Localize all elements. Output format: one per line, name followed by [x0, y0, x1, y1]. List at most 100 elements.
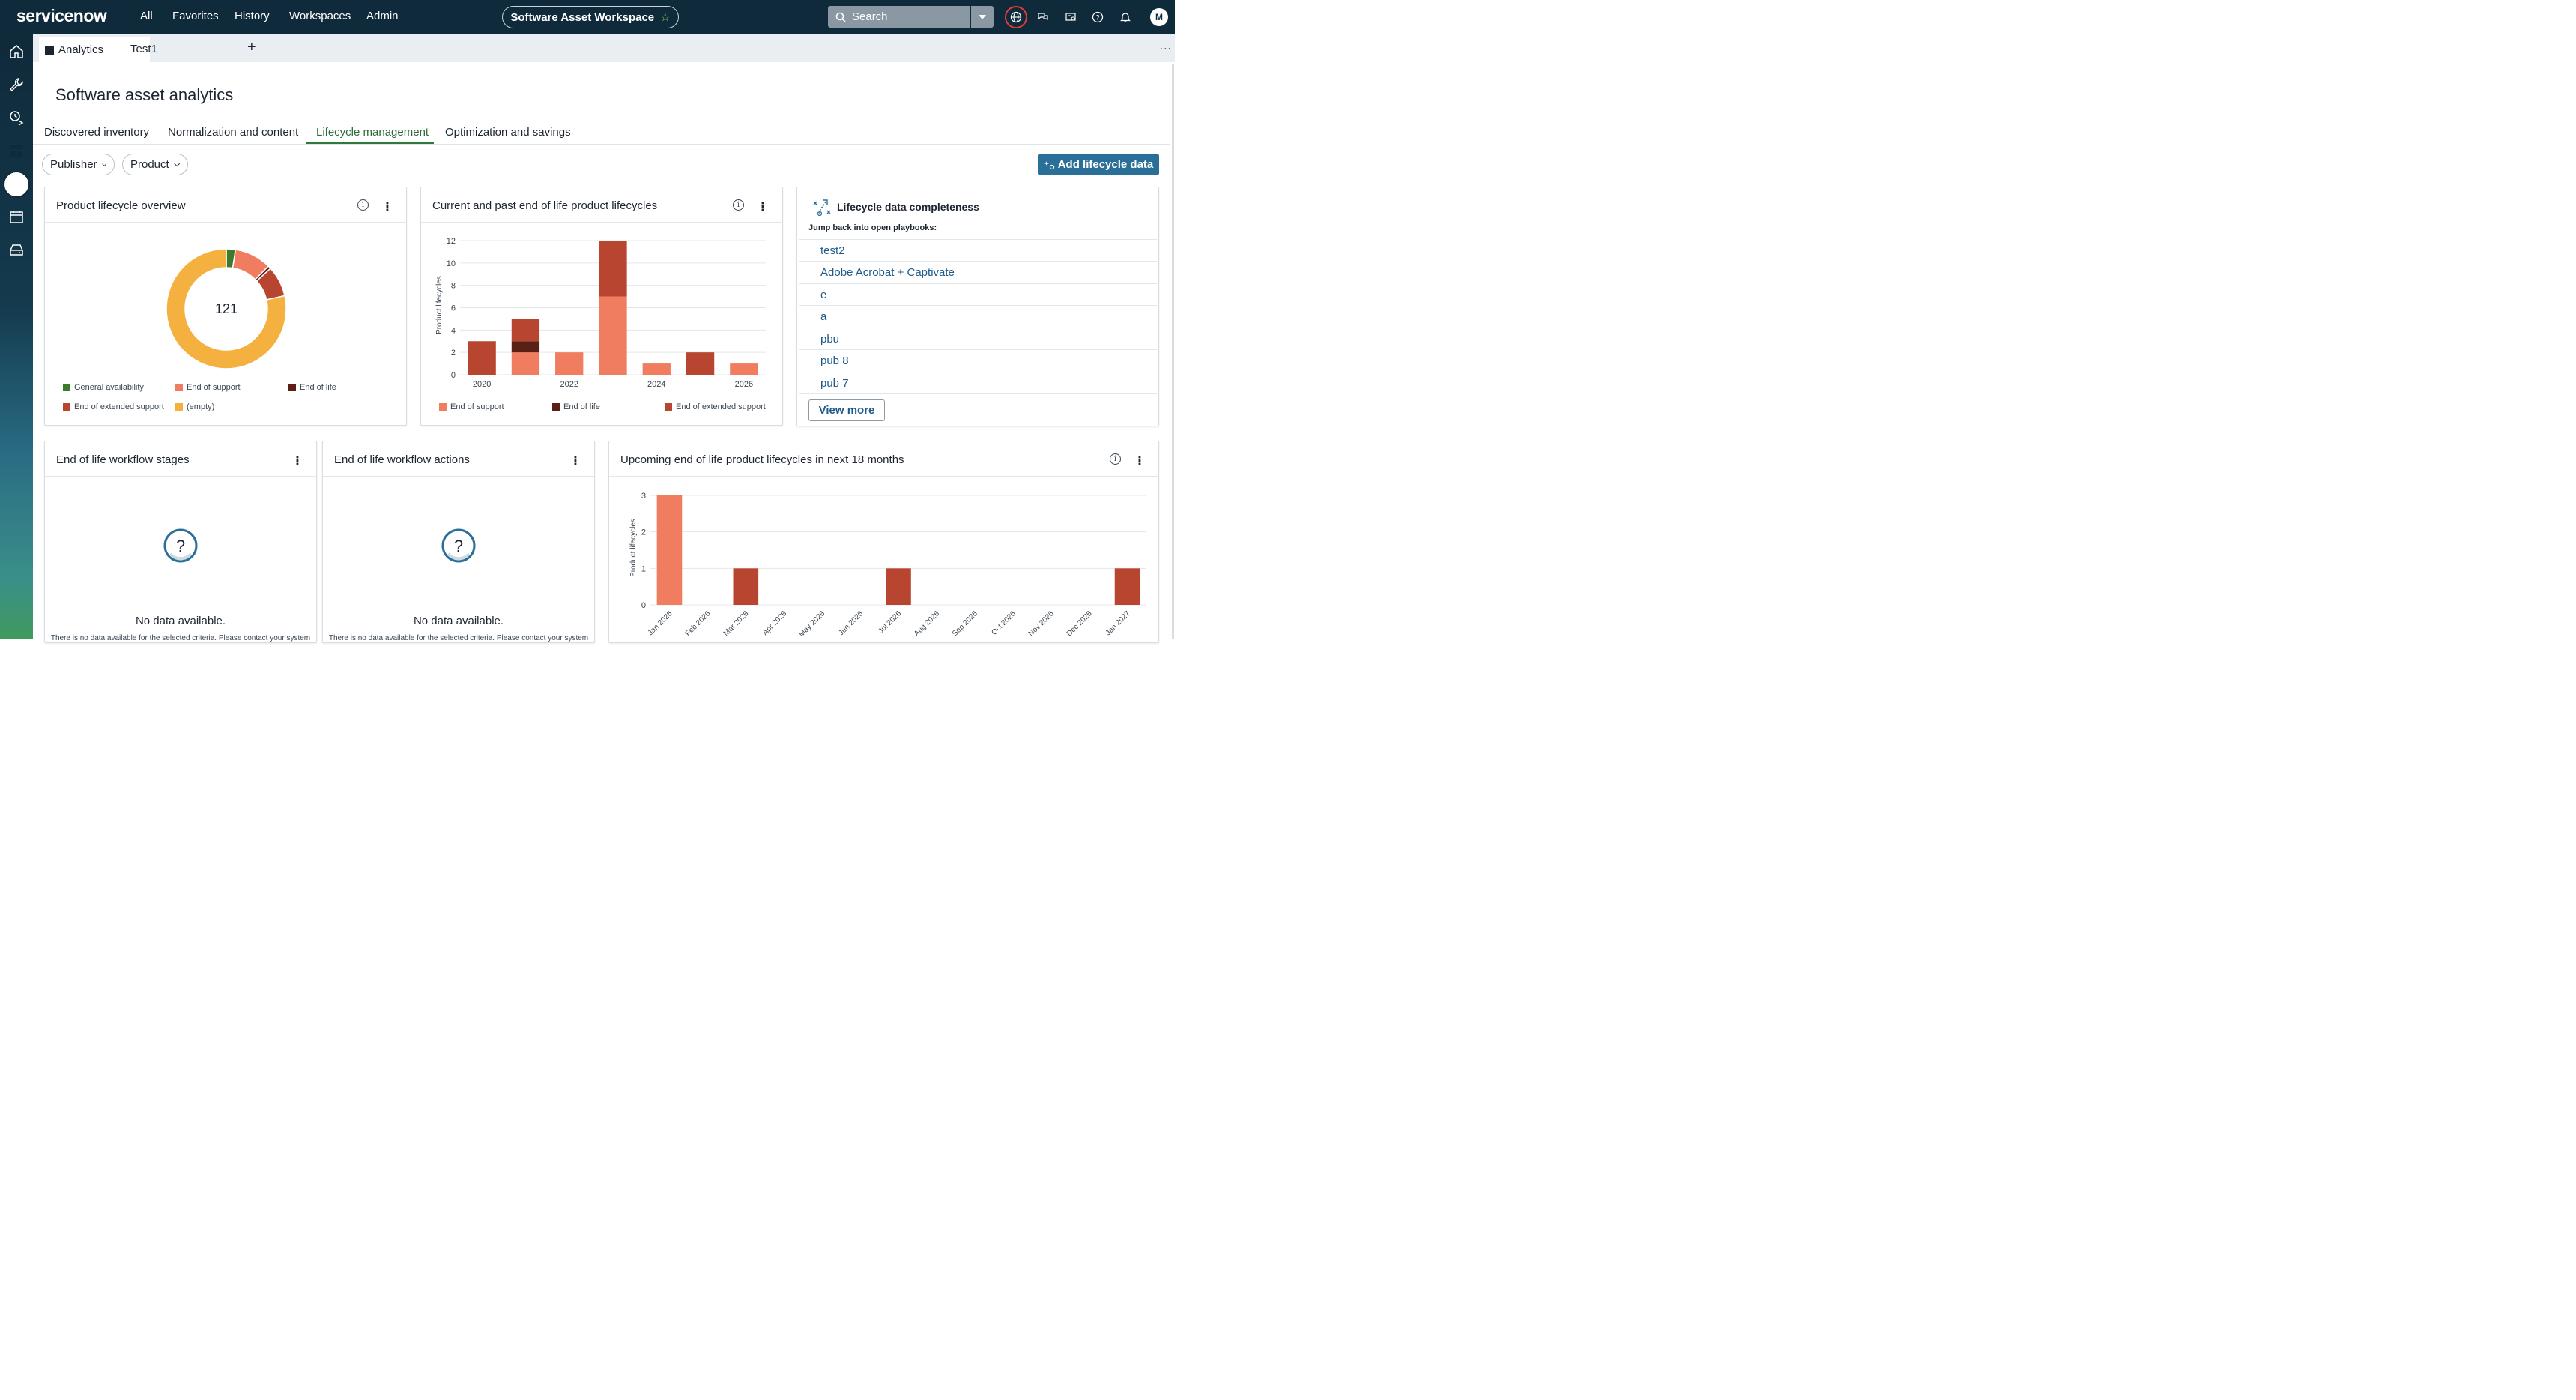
card-title: Current and past end of life product lif…: [432, 199, 658, 212]
chevron-down-icon: [101, 163, 106, 166]
kebab-menu-icon[interactable]: ⋮: [291, 455, 303, 468]
donut-total-label: 121: [215, 301, 238, 316]
kebab-menu-icon[interactable]: ⋮: [1134, 455, 1146, 468]
product-filter[interactable]: Product: [122, 154, 188, 175]
bell-icon[interactable]: [1117, 9, 1134, 25]
svg-text:?: ?: [1095, 14, 1099, 22]
playbook-item[interactable]: Adobe Acrobat + Captivate: [799, 261, 1157, 283]
playbook-item[interactable]: pub 7: [799, 372, 1157, 394]
playbook-item[interactable]: e: [799, 283, 1157, 306]
wrench-icon[interactable]: [7, 75, 26, 94]
playbook-item[interactable]: a: [799, 305, 1157, 328]
bar-end-of-extended-support-2025[interactable]: [686, 352, 715, 375]
avatar[interactable]: M: [1150, 8, 1168, 26]
tab-strip: Analytics Test1 + ...: [33, 34, 1175, 62]
search-input[interactable]: Search: [828, 6, 970, 28]
add-tab-button[interactable]: +: [247, 39, 256, 55]
bar-end-of-extended-support-2023[interactable]: [599, 241, 627, 297]
legend-end-of-extended-support[interactable]: End of extended support: [63, 402, 164, 411]
x-tick-label: 2022: [560, 380, 578, 389]
legend-empty[interactable]: (empty): [175, 402, 214, 411]
tab-normalization-content[interactable]: Normalization and content: [168, 126, 299, 139]
legend-end-of-extended-support[interactable]: End of extended support: [665, 402, 766, 411]
nav-all[interactable]: All: [140, 10, 153, 22]
x-tick-label: Aug 2026: [913, 609, 941, 638]
star-icon[interactable]: ☆: [660, 11, 671, 24]
playbook-icon: [813, 199, 831, 217]
bar-end-of-support-jan-2026[interactable]: [656, 495, 683, 605]
playbook-item[interactable]: pub 8: [799, 349, 1157, 372]
bar-end-of-extended-support-jan-2027[interactable]: [1114, 568, 1140, 605]
bar-end-of-extended-support-2020[interactable]: [468, 341, 496, 375]
tab-analytics[interactable]: Analytics: [39, 37, 150, 62]
publisher-filter[interactable]: Publisher: [42, 154, 115, 175]
search-scope-dropdown[interactable]: [971, 6, 994, 28]
info-icon[interactable]: i: [1110, 453, 1121, 465]
nav-history[interactable]: History: [235, 10, 270, 22]
info-icon[interactable]: i: [733, 199, 744, 211]
bar-end-of-extended-support-2021[interactable]: [511, 319, 540, 342]
y-axis-label: Product lifecycles: [629, 519, 638, 577]
calendar-icon[interactable]: [7, 207, 26, 226]
bar-end-of-support-2022[interactable]: [555, 352, 584, 375]
dashboard-icon[interactable]: [7, 141, 26, 160]
activity-icon[interactable]: [7, 174, 26, 193]
tab-lifecycle-management[interactable]: Lifecycle management: [316, 126, 429, 139]
active-tab-indicator: [306, 142, 434, 144]
storage-icon[interactable]: [7, 240, 26, 259]
sparkle-icon: [1044, 160, 1054, 169]
info-icon[interactable]: i: [357, 199, 369, 211]
filter-label: Publisher: [50, 158, 97, 171]
kebab-menu-icon[interactable]: ⋮: [757, 201, 769, 214]
no-data-subtext: There is no data available for the selec…: [50, 634, 311, 642]
globe-icon[interactable]: [1008, 9, 1024, 25]
dashboard-icon: [45, 45, 54, 55]
legend-general-availability[interactable]: General availability: [63, 383, 144, 392]
legend-end-of-support[interactable]: End of support: [439, 402, 504, 411]
y-tick-label: 6: [451, 304, 456, 313]
nav-admin[interactable]: Admin: [366, 10, 399, 22]
bar-end-of-extended-support-jul-2026[interactable]: [886, 568, 911, 605]
card-divider: [45, 222, 406, 223]
upcoming-eol-bar-chart: Product lifecycles 0 1 2 3 Jan 2026 Feb 2026…: [629, 492, 1146, 639]
x-tick-label: Feb 2026: [684, 609, 713, 638]
legend-swatch: [665, 403, 672, 411]
view-more-button[interactable]: View more: [808, 399, 885, 421]
chat-icon[interactable]: [1035, 9, 1051, 25]
help-icon[interactable]: ?: [1089, 9, 1106, 25]
workspace-title-pill[interactable]: Software Asset Workspace ☆: [502, 6, 679, 28]
x-tick-label: May 2026: [797, 609, 826, 639]
playbook-item[interactable]: test2: [799, 239, 1157, 262]
x-tick-label: 2026: [735, 380, 753, 389]
home-icon[interactable]: [7, 42, 26, 61]
language-selector-ring: [1005, 6, 1027, 28]
more-tabs-button[interactable]: ...: [1159, 40, 1172, 52]
nav-workspaces[interactable]: Workspaces: [289, 10, 351, 22]
add-lifecycle-data-button[interactable]: Add lifecycle data: [1038, 154, 1159, 175]
bar-end-of-support-2024[interactable]: [642, 363, 671, 375]
tab-test1[interactable]: Test1: [130, 43, 157, 55]
question-icon: ?: [441, 528, 476, 563]
card-search-icon[interactable]: [1062, 9, 1079, 25]
kebab-menu-icon[interactable]: ⋮: [381, 201, 393, 214]
legend-end-of-life[interactable]: End of life: [288, 383, 336, 392]
search-history-icon[interactable]: [7, 108, 26, 127]
legend-end-of-life[interactable]: End of life: [552, 402, 600, 411]
bar-end-of-support-2023[interactable]: [599, 296, 627, 375]
bar-end-of-support-2021[interactable]: [511, 352, 540, 375]
bar-end-of-support-2026[interactable]: [730, 363, 758, 375]
caret-down-icon: [979, 14, 986, 19]
servicenow-logo[interactable]: servicenow: [16, 6, 107, 25]
card-divider: [421, 222, 782, 223]
legend-end-of-support[interactable]: End of support: [175, 383, 241, 392]
question-icon: ?: [163, 528, 198, 563]
bar-end-of-extended-support-mar-2026[interactable]: [733, 568, 759, 605]
page-scrollbar[interactable]: [1172, 64, 1174, 639]
kebab-menu-icon[interactable]: ⋮: [569, 455, 581, 468]
tab-optimization-savings[interactable]: Optimization and savings: [445, 126, 571, 139]
nav-favorites[interactable]: Favorites: [172, 10, 219, 22]
playbook-item[interactable]: pbu: [799, 328, 1157, 350]
tab-discovered-inventory[interactable]: Discovered inventory: [44, 126, 150, 139]
donut-slice-empty[interactable]: [166, 248, 287, 369]
bar-end-of-life-2021[interactable]: [511, 341, 540, 353]
